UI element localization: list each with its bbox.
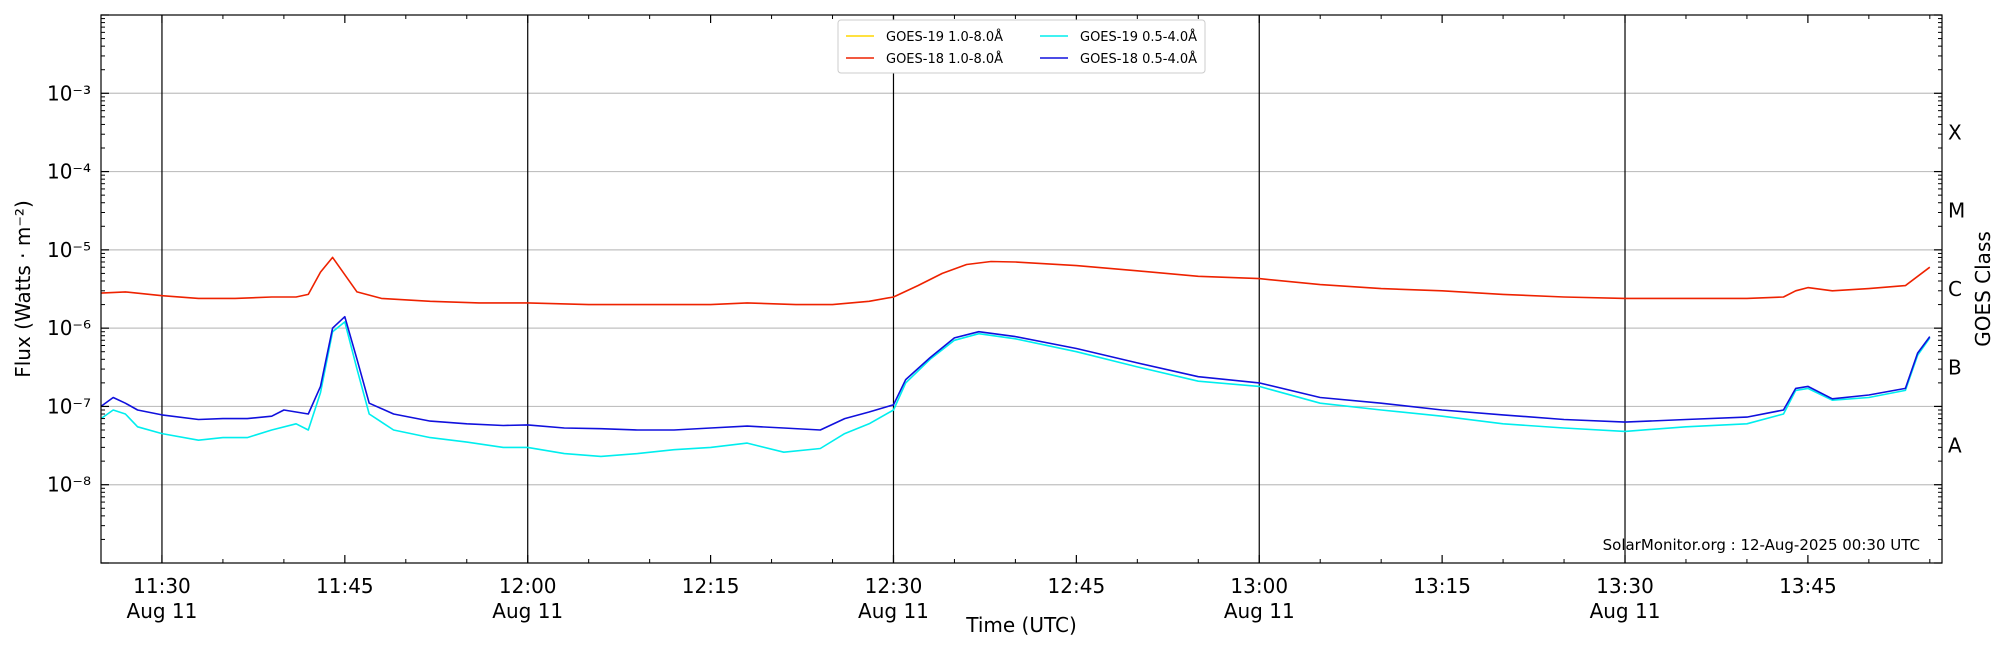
series-line-goes-19-0-5-4-0- [100,321,1931,458]
data-series [100,256,1931,458]
x-tick-date-label: Aug 11 [492,599,563,623]
y-axis-title: Flux (Watts · m⁻²) [11,200,35,378]
legend-label: GOES-18 1.0-8.0Å [886,51,1003,67]
x-tick-label: 13:15 [1413,574,1471,598]
goes-class-label: C [1948,277,1962,301]
x-tick-label: 13:30 [1596,574,1654,598]
credit-text: SolarMonitor.org : 12-Aug-2025 00:30 UTC [1603,536,1920,554]
legend-label: GOES-19 1.0-8.0Å [886,29,1003,45]
goes-class-axis-title: GOES Class [1971,231,1995,347]
goes-class-label: X [1948,120,1962,144]
y-tick-label: 10⁻⁷ [47,394,91,418]
x-tick-label: 12:45 [1048,574,1106,598]
x-tick-label: 12:00 [499,574,557,598]
plot-frame [100,14,1943,564]
goes-class-label: B [1948,355,1962,379]
x-axis-title: Time (UTC) [965,613,1077,637]
vertical-time-markers [161,15,1626,563]
goes-class-label: M [1948,199,1965,223]
x-tick-label: 13:00 [1230,574,1288,598]
x-tick-label: 11:30 [133,574,191,598]
legend: GOES-19 1.0-8.0Å GOES-19 0.5-4.0Å GOES-18 … [837,19,1206,74]
x-tick-label: 12:30 [865,574,923,598]
x-tick-label: 11:45 [316,574,374,598]
x-tick-date-label: Aug 11 [1224,599,1295,623]
x-tick-date-label: Aug 11 [127,599,198,623]
y-tick-label: 10⁻³ [47,81,91,105]
y-tick-label: 10⁻⁸ [47,473,91,497]
series-line-goes-18-0-5-4-0- [100,315,1931,431]
x-tick-date-label: Aug 11 [858,599,929,623]
y-tick-label: 10⁻⁵ [47,238,91,262]
x-tick-label: 13:45 [1779,574,1837,598]
x-tick-label: 12:15 [682,574,740,598]
x-tick-date-label: Aug 11 [1590,599,1661,623]
legend-label: GOES-18 0.5-4.0Å [1080,51,1197,67]
goes-class-label: A [1948,434,1962,458]
goes-class-axis: A B C M X [1948,120,1965,457]
y-tick-label: 10⁻⁶ [47,316,91,340]
legend-box [837,19,1206,74]
horizontal-gridlines [101,92,1942,486]
series-line-goes-18-1-0-8-0- [100,256,1931,306]
legend-label: GOES-19 0.5-4.0Å [1080,29,1197,45]
y-tick-label: 10⁻⁴ [47,160,91,184]
y-axis: 10⁻⁸ 10⁻⁷ 10⁻⁶ 10⁻⁵ 10⁻⁴ 10⁻³ [47,14,1942,564]
